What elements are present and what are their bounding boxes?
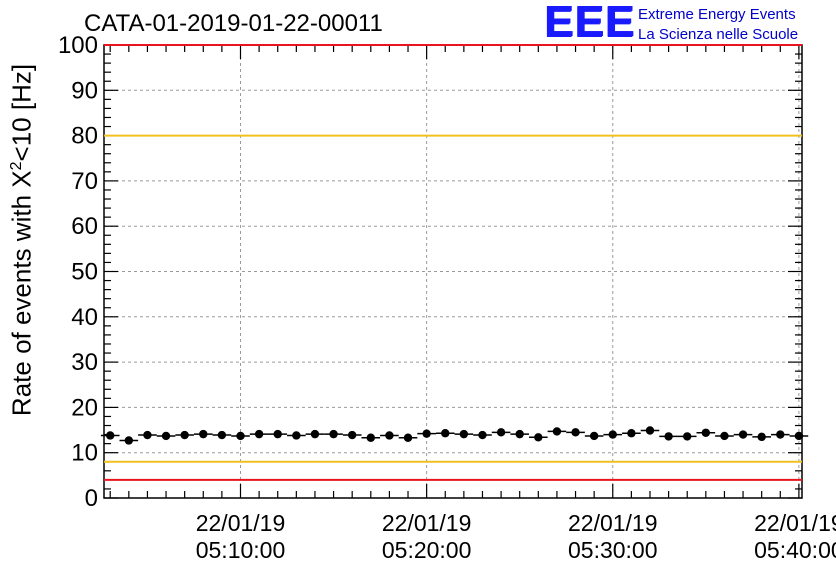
x-tick-label-time: 05:20:00 bbox=[382, 537, 472, 563]
data-point bbox=[496, 428, 506, 437]
y-tick-label: 60 bbox=[71, 213, 98, 240]
data-point bbox=[627, 429, 636, 438]
data-point bbox=[552, 427, 562, 436]
data-point bbox=[441, 429, 450, 438]
x-tick-label-time: 05:10:00 bbox=[196, 537, 286, 563]
data-point bbox=[738, 430, 748, 439]
data-point bbox=[254, 429, 264, 439]
data-point bbox=[347, 430, 357, 440]
data-point bbox=[385, 431, 394, 440]
data-point bbox=[161, 431, 171, 441]
eee-logo-mark: EEE bbox=[544, 0, 636, 46]
y-tick-label: 0 bbox=[85, 485, 98, 512]
data-point bbox=[776, 430, 785, 439]
data-point bbox=[515, 429, 524, 439]
data-point bbox=[571, 428, 580, 437]
data-point bbox=[403, 433, 413, 442]
data-point bbox=[217, 430, 227, 440]
data-point bbox=[329, 429, 338, 439]
y-tick-label: 80 bbox=[71, 123, 98, 150]
data-point bbox=[534, 433, 543, 442]
logo-line-2: La Scienza nelle Scuole bbox=[638, 26, 799, 43]
data-point bbox=[664, 432, 673, 441]
data-point bbox=[124, 436, 134, 445]
x-tick-label-date: 22/01/19 bbox=[196, 510, 286, 536]
y-tick-label: 20 bbox=[71, 394, 98, 421]
data-point bbox=[273, 429, 282, 439]
data-point bbox=[199, 429, 208, 439]
logo-line-1: Extreme Energy Events bbox=[638, 6, 796, 23]
x-tick-label-time: 05:40:00 bbox=[754, 537, 836, 563]
data-point bbox=[106, 431, 115, 440]
y-tick-label: 40 bbox=[71, 304, 98, 331]
data-point bbox=[645, 426, 655, 435]
data-point bbox=[683, 432, 692, 441]
y-tick-label: 10 bbox=[71, 440, 98, 467]
y-tick-label: 90 bbox=[71, 77, 98, 104]
data-point bbox=[720, 431, 729, 441]
y-tick-label: 30 bbox=[71, 349, 98, 376]
y-tick-label: 70 bbox=[71, 168, 98, 195]
data-point bbox=[459, 429, 469, 439]
x-tick-label-date: 22/01/19 bbox=[754, 510, 836, 536]
y-tick-label: 100 bbox=[58, 32, 98, 59]
x-tick-label-date: 22/01/19 bbox=[382, 510, 472, 536]
data-point bbox=[422, 429, 431, 438]
data-point bbox=[292, 431, 301, 440]
y-tick-label: 50 bbox=[71, 259, 98, 286]
data-point bbox=[794, 431, 804, 441]
chart-title: CATA-01-2019-01-22-00011 bbox=[84, 10, 383, 37]
data-point bbox=[236, 431, 245, 441]
data-point bbox=[180, 430, 189, 440]
x-tick-label-date: 22/01/19 bbox=[568, 510, 658, 536]
data-point bbox=[366, 433, 375, 442]
data-point bbox=[478, 430, 487, 440]
data-point bbox=[589, 431, 599, 441]
data-point bbox=[143, 430, 152, 440]
data-point bbox=[310, 429, 320, 439]
x-tick-label-time: 05:30:00 bbox=[568, 537, 658, 563]
eee-logo: EEE Extreme Energy Events La Scienza nel… bbox=[544, 0, 836, 46]
data-point bbox=[757, 432, 766, 442]
data-point bbox=[608, 430, 617, 439]
data-point bbox=[701, 428, 711, 437]
